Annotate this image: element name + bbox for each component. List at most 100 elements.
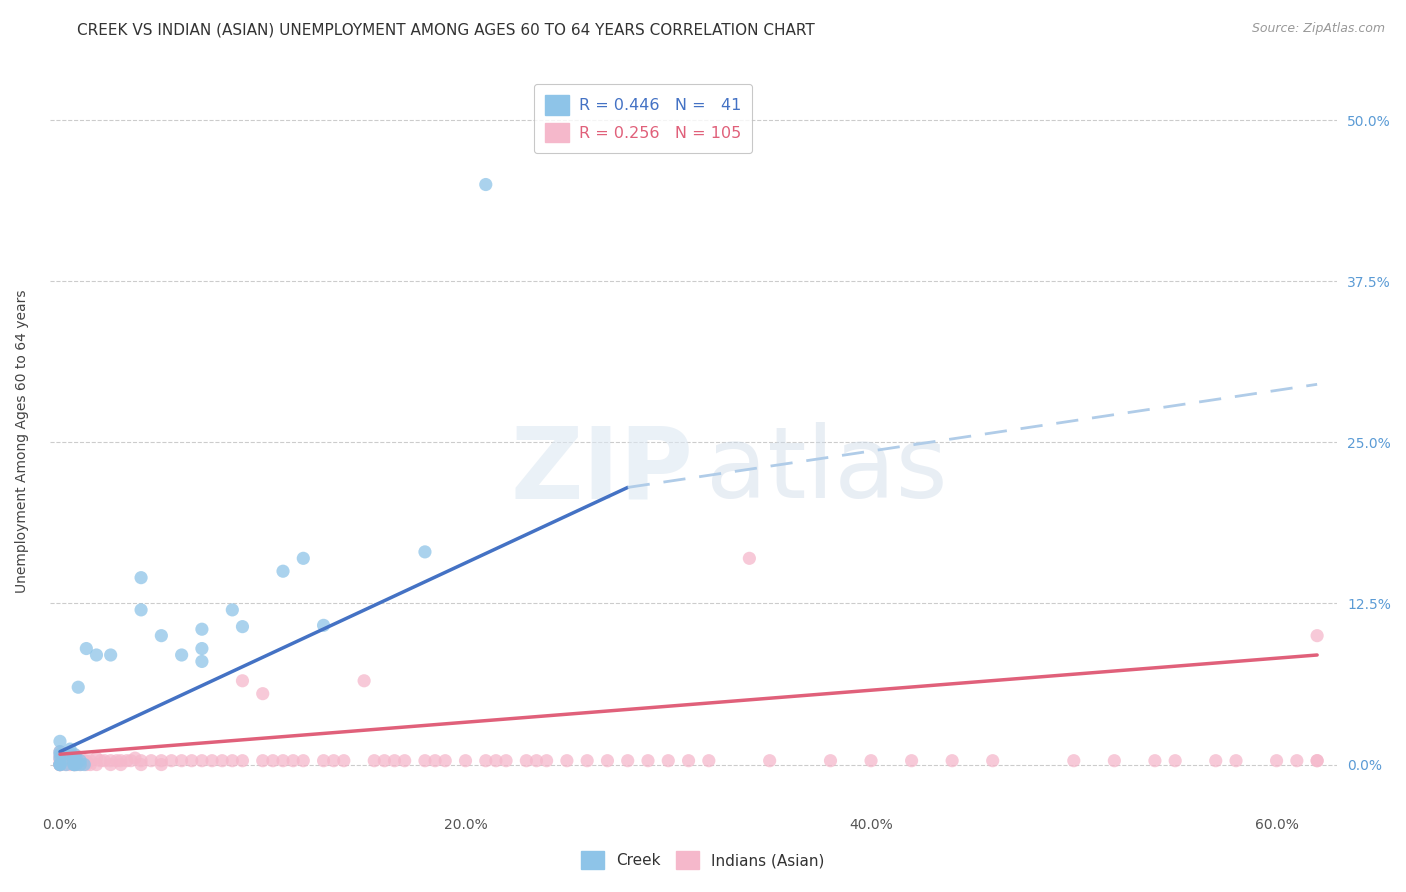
- Point: [616, 754, 638, 768]
- Point: [49, 751, 72, 765]
- Point: [65, 757, 87, 772]
- Point: [110, 757, 132, 772]
- Point: [49, 757, 72, 772]
- Point: [1306, 629, 1329, 643]
- Point: [1265, 754, 1288, 768]
- Point: [596, 754, 619, 768]
- Point: [55, 754, 77, 768]
- Point: [221, 754, 243, 768]
- Point: [49, 757, 72, 772]
- Point: [55, 757, 77, 772]
- Point: [252, 754, 274, 768]
- Point: [423, 754, 446, 768]
- Point: [59, 757, 82, 772]
- Point: [434, 754, 457, 768]
- Point: [129, 757, 152, 772]
- Point: [105, 754, 128, 768]
- Point: [63, 749, 86, 764]
- Point: [49, 754, 72, 768]
- Point: [49, 757, 72, 772]
- Point: [86, 757, 108, 772]
- Point: [129, 571, 152, 585]
- Point: [86, 751, 108, 765]
- Point: [89, 754, 111, 768]
- Point: [820, 754, 842, 768]
- Point: [1063, 754, 1085, 768]
- Point: [312, 618, 335, 632]
- Point: [495, 754, 517, 768]
- Point: [1285, 754, 1308, 768]
- Point: [1225, 754, 1247, 768]
- Point: [211, 754, 233, 768]
- Point: [65, 757, 87, 772]
- Point: [941, 754, 963, 768]
- Point: [49, 751, 72, 765]
- Point: [63, 754, 86, 768]
- Point: [129, 754, 152, 768]
- Y-axis label: Unemployment Among Ages 60 to 64 years: Unemployment Among Ages 60 to 64 years: [15, 289, 30, 593]
- Point: [55, 757, 77, 772]
- Point: [1143, 754, 1166, 768]
- Point: [413, 754, 436, 768]
- Point: [63, 757, 86, 772]
- Point: [59, 748, 82, 763]
- Point: [79, 754, 101, 768]
- Legend: R = 0.446   N =   41, R = 0.256   N = 105: R = 0.446 N = 41, R = 0.256 N = 105: [534, 84, 752, 153]
- Point: [120, 754, 142, 768]
- Point: [170, 754, 193, 768]
- Point: [59, 747, 82, 762]
- Point: [231, 673, 253, 688]
- Point: [63, 754, 86, 768]
- Point: [69, 754, 91, 768]
- Point: [413, 545, 436, 559]
- Point: [100, 757, 122, 772]
- Point: [49, 757, 72, 772]
- Point: [363, 754, 385, 768]
- Point: [59, 742, 82, 756]
- Point: [141, 754, 163, 768]
- Point: [475, 178, 498, 192]
- Point: [201, 754, 224, 768]
- Point: [63, 757, 86, 772]
- Point: [73, 754, 96, 768]
- Point: [49, 745, 72, 759]
- Point: [1306, 754, 1329, 768]
- Text: Source: ZipAtlas.com: Source: ZipAtlas.com: [1251, 22, 1385, 36]
- Point: [69, 757, 91, 772]
- Point: [900, 754, 922, 768]
- Point: [283, 754, 305, 768]
- Point: [180, 754, 202, 768]
- Point: [231, 620, 253, 634]
- Point: [191, 622, 214, 636]
- Point: [576, 754, 599, 768]
- Point: [75, 757, 97, 772]
- Point: [63, 751, 86, 765]
- Text: atlas: atlas: [706, 422, 948, 519]
- Point: [150, 757, 173, 772]
- Point: [191, 641, 214, 656]
- Point: [110, 754, 132, 768]
- Point: [160, 754, 183, 768]
- Point: [86, 648, 108, 662]
- Point: [100, 648, 122, 662]
- Point: [353, 673, 375, 688]
- Point: [231, 754, 253, 768]
- Point: [1104, 754, 1126, 768]
- Point: [191, 754, 214, 768]
- Point: [69, 754, 91, 768]
- Point: [49, 734, 72, 748]
- Point: [475, 754, 498, 768]
- Point: [697, 754, 720, 768]
- Point: [1205, 754, 1227, 768]
- Point: [738, 551, 761, 566]
- Point: [221, 603, 243, 617]
- Point: [49, 745, 72, 759]
- Point: [49, 747, 72, 762]
- Point: [73, 757, 96, 772]
- Point: [333, 754, 356, 768]
- Point: [555, 754, 578, 768]
- Point: [69, 757, 91, 772]
- Point: [79, 757, 101, 772]
- Point: [1306, 754, 1329, 768]
- Point: [55, 751, 77, 765]
